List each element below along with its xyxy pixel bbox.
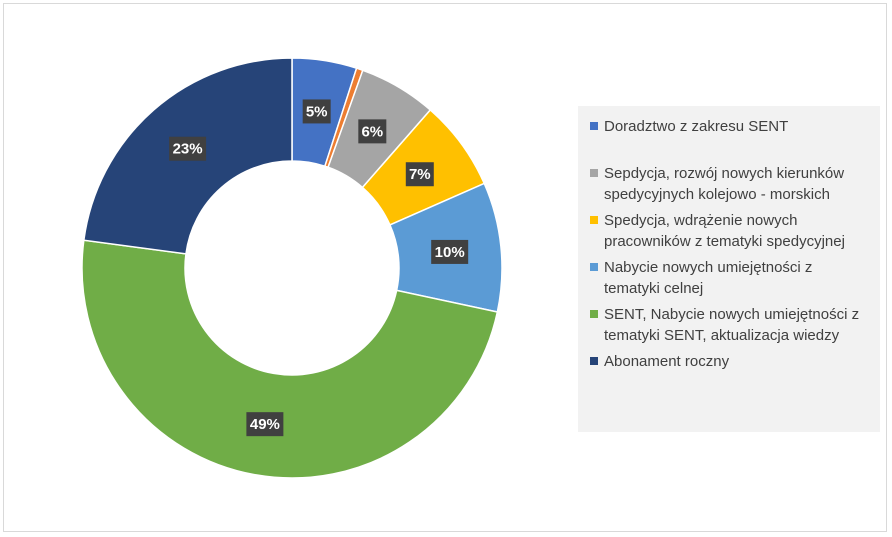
data-label-3: 7% bbox=[405, 162, 434, 187]
data-label-text: 49% bbox=[250, 416, 280, 433]
data-label-4: 10% bbox=[431, 239, 469, 264]
legend-label: Doradztwo z zakresu SENT bbox=[604, 116, 788, 137]
legend-label: Nabycie nowych umiejętności z tematyki ce… bbox=[604, 257, 812, 299]
data-label-text: 5% bbox=[306, 103, 328, 120]
legend-swatch bbox=[590, 122, 598, 130]
legend-label-line: Spedycja, wdrążenie nowych bbox=[604, 212, 798, 229]
legend-item: Sepdycja, rozwój nowych kierunków spedycy… bbox=[590, 163, 872, 205]
data-label-box bbox=[405, 162, 434, 187]
legend-label: Sepdycja, rozwój nowych kierunków spedycy… bbox=[604, 163, 844, 205]
legend-label-line: tematyki celnej bbox=[604, 280, 704, 297]
legend-item: Doradztwo z zakresu SENT bbox=[590, 116, 872, 137]
data-label-text: 7% bbox=[409, 166, 431, 183]
data-label-0: 5% bbox=[302, 99, 331, 124]
chart-frame: 5% 6% 7% 10% 49% 23% Doradztwo z zakresu SENT… bbox=[3, 3, 887, 532]
legend-label-line: Nabycie nowych umiejętności z bbox=[604, 259, 813, 276]
data-label-box bbox=[358, 119, 387, 144]
legend-swatch bbox=[590, 169, 598, 177]
data-label-text: 10% bbox=[435, 244, 465, 261]
legend-item: Nabycie nowych umiejętności z tematyki ce… bbox=[590, 257, 872, 299]
legend-label: Spedycja, wdrążenie nowych pracowników z … bbox=[604, 210, 845, 252]
legend-label-line: tematyki SENT, aktualizacja wiedzy bbox=[604, 327, 840, 344]
data-label-2: 6% bbox=[358, 119, 387, 144]
legend-swatch bbox=[590, 263, 598, 271]
data-label-text: 6% bbox=[361, 123, 383, 140]
legend-swatch bbox=[590, 310, 598, 318]
data-label-text: 23% bbox=[173, 141, 203, 158]
legend-swatch bbox=[590, 357, 598, 365]
data-label-box bbox=[302, 99, 331, 124]
legend-label-line: Doradztwo z zakresu SENT bbox=[604, 118, 789, 135]
legend-label: SENT, Nabycie nowych umiejętności z temat… bbox=[604, 304, 859, 346]
legend-item: Abonament roczny bbox=[590, 351, 872, 372]
data-label-box bbox=[169, 136, 207, 161]
data-label-5: 49% bbox=[246, 412, 284, 437]
legend-swatch bbox=[590, 216, 598, 224]
legend-label: Abonament roczny bbox=[604, 351, 729, 372]
data-label-6: 23% bbox=[169, 136, 207, 161]
legend: Doradztwo z zakresu SENT Sepdycja, rozwój… bbox=[578, 106, 880, 432]
legend-label-line: pracowników z tematyki spedycyjnej bbox=[604, 233, 845, 250]
legend-label-line: spedycyjnych kolejowo - morskich bbox=[604, 186, 830, 203]
data-label-box bbox=[246, 412, 284, 437]
donut-chart: 5% 6% 7% 10% 49% 23% bbox=[81, 57, 503, 479]
legend-item: SENT, Nabycie nowych umiejętności z temat… bbox=[590, 304, 872, 346]
data-label-box bbox=[431, 239, 469, 264]
legend-label-line: Sepdycja, rozwój nowych kierunków bbox=[604, 165, 845, 182]
legend-label-line: Abonament roczny bbox=[604, 353, 730, 370]
legend-label-line: SENT, Nabycie nowych umiejętności z bbox=[604, 306, 860, 323]
legend-item: Spedycja, wdrążenie nowych pracowników z … bbox=[590, 210, 872, 252]
donut-slice-5 bbox=[81, 239, 499, 479]
